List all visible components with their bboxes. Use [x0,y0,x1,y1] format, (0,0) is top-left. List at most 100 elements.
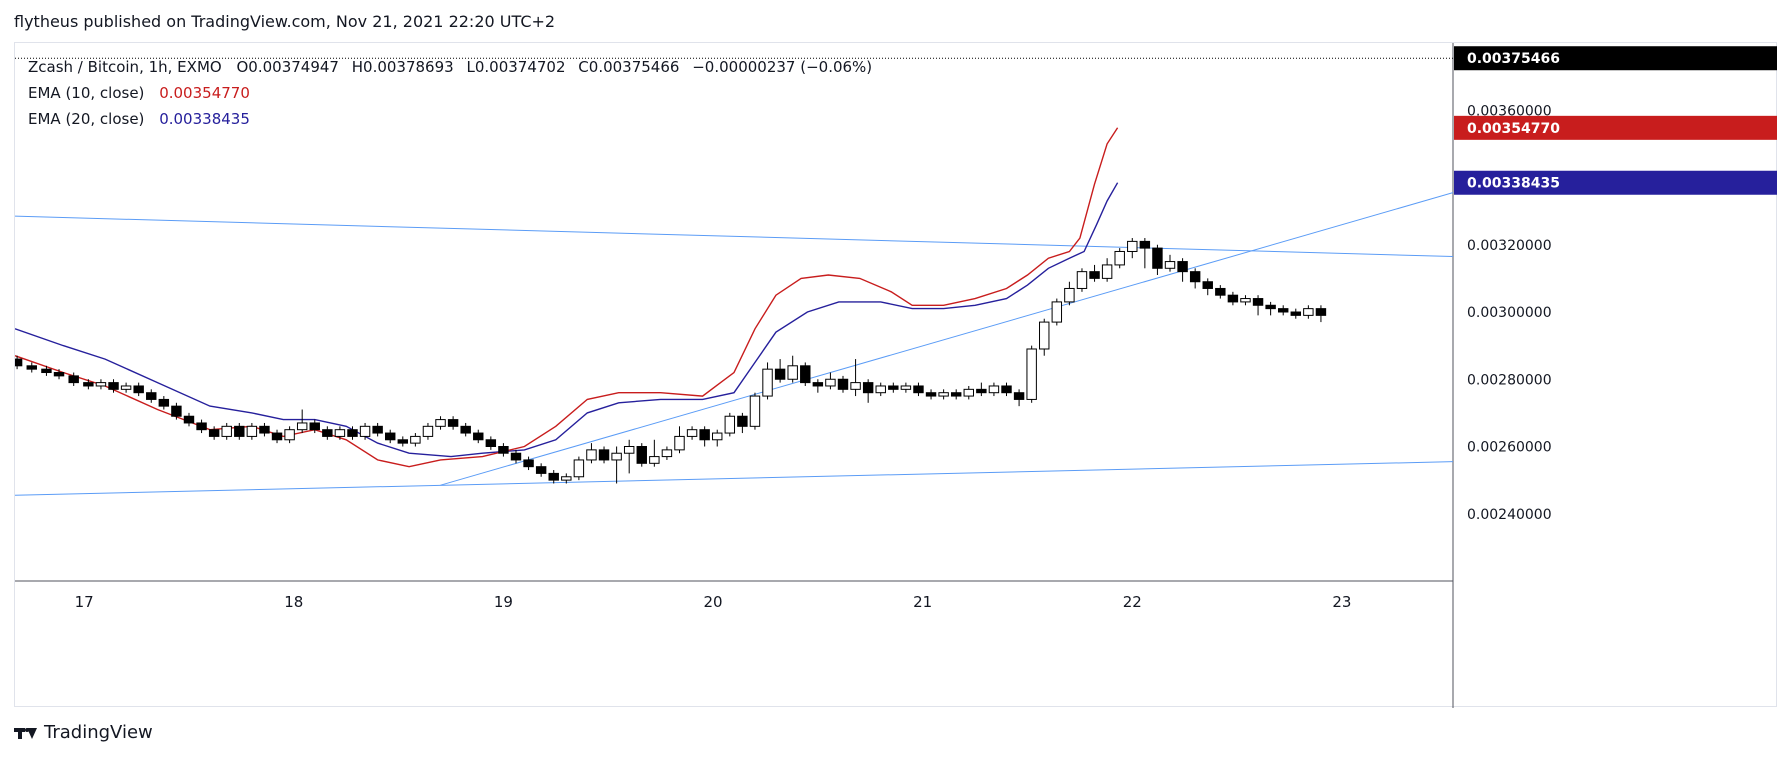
candle-body [171,405,182,417]
candle-body [485,439,497,447]
price-badge [1454,170,1777,195]
candle-body [95,382,107,387]
candle-body [271,432,283,441]
candle-body [1139,240,1151,249]
candle-body [548,472,559,481]
candle-body [762,368,773,397]
price-chart[interactable]: 0.00240000 0.00260000 0.00280000 0.00300000… [15,43,1778,708]
candle-body [108,382,119,390]
y-tick-label: 0.00280000 [1467,372,1552,388]
x-tick-label: 21 [913,593,932,611]
y-tick-label: 0.00360000 [1467,103,1552,119]
price-badge [1454,46,1777,71]
legend-ema10-row: EMA (10, close) 0.00354770 [28,80,880,106]
candle-body [888,385,899,390]
candle-body [1064,287,1075,303]
candle-body [1189,271,1201,283]
candle-body [837,378,849,390]
candle-body [1051,301,1063,323]
candle-body [812,382,824,387]
candle-body [1039,321,1050,350]
y-tick-label: 0.00320000 [1467,238,1552,254]
candle-body [1240,298,1251,303]
candle-body [120,385,132,390]
candle-body [1177,261,1188,273]
candle-body [296,422,308,431]
candle-body [900,385,912,390]
low-value: 0.00374702 [474,58,566,76]
candle-body [158,398,170,407]
high-value: 0.00378693 [363,58,454,76]
candle-body [53,372,65,377]
tradingview-logo[interactable]: TradingView [14,722,153,743]
candle-body [674,435,685,451]
candle-body [447,419,459,427]
trendline-rising-support [440,192,1453,486]
candle-body [372,425,383,434]
candle-body [561,476,572,481]
trendline-base-support [15,461,1453,496]
ema10-value: 0.00354770 [159,84,250,102]
high-key: H [351,58,364,76]
candle-body [460,425,471,434]
candle-body [1026,348,1037,400]
candle-body [68,375,79,384]
tradingview-logo-icon [14,726,38,740]
x-tick-label: 19 [494,593,513,611]
candle-body [208,429,220,437]
candle-body [686,429,698,437]
price-badge-label: 0.00354770 [1467,121,1560,137]
candle-body [523,459,534,468]
ema20-label[interactable]: EMA (20, close) [28,110,145,128]
candle-body [938,392,949,397]
candle-body [1277,308,1289,313]
change-value: −0.00000237 (−0.06%) [692,58,873,76]
plot-area [15,57,1453,496]
x-tick-label: 18 [284,593,303,611]
candle-body [712,432,723,441]
candle-body [1227,294,1239,303]
candle-body [347,429,358,437]
candle-body [284,429,295,441]
candle-body [649,456,660,464]
candle-body [221,425,232,437]
candle-body [259,425,270,434]
y-tick-label: 0.00240000 [1467,507,1552,523]
candle-body [636,446,647,464]
tradingview-brand-text: TradingView [44,722,153,743]
candle-body [246,425,258,437]
ema10-line [15,127,1119,468]
candle-body [41,368,52,374]
candle-body [1101,264,1113,279]
candle-body [146,392,157,400]
candle-body [573,459,585,478]
legend-ema20-row: EMA (20, close) 0.00338435 [28,106,880,132]
candle-body [334,429,346,437]
x-tick-label: 17 [75,593,94,611]
candle-body [234,425,245,437]
candle-body [397,439,409,444]
candle-body [473,432,484,441]
ema20-value: 0.00338435 [159,110,250,128]
ema10-label[interactable]: EMA (10, close) [28,84,145,102]
candle-body [737,415,748,427]
symbol-label[interactable]: Zcash / Bitcoin, 1h, EXMO [28,58,222,76]
open-value: 0.00374947 [248,58,339,76]
ema20-line [15,182,1119,458]
chart-legend: Zcash / Bitcoin, 1h, EXMO O0.00374947 H0… [28,54,880,132]
candle-body [1315,308,1327,316]
candle-body [422,425,434,437]
close-value: 0.00375466 [588,58,680,76]
candle-body [976,388,987,394]
candle-body [1127,240,1138,252]
candle-body [800,365,811,384]
candle-body [988,385,1000,394]
candle-body [825,378,836,387]
candle-body [1215,287,1226,296]
price-badge-label: 0.00338435 [1467,176,1560,192]
candle-body [322,429,333,437]
candle-body [309,422,320,431]
candle-body [1013,392,1025,400]
chart-frame[interactable]: 0.00240000 0.00260000 0.00280000 0.00300000… [14,42,1778,708]
candle-body [1076,271,1088,289]
